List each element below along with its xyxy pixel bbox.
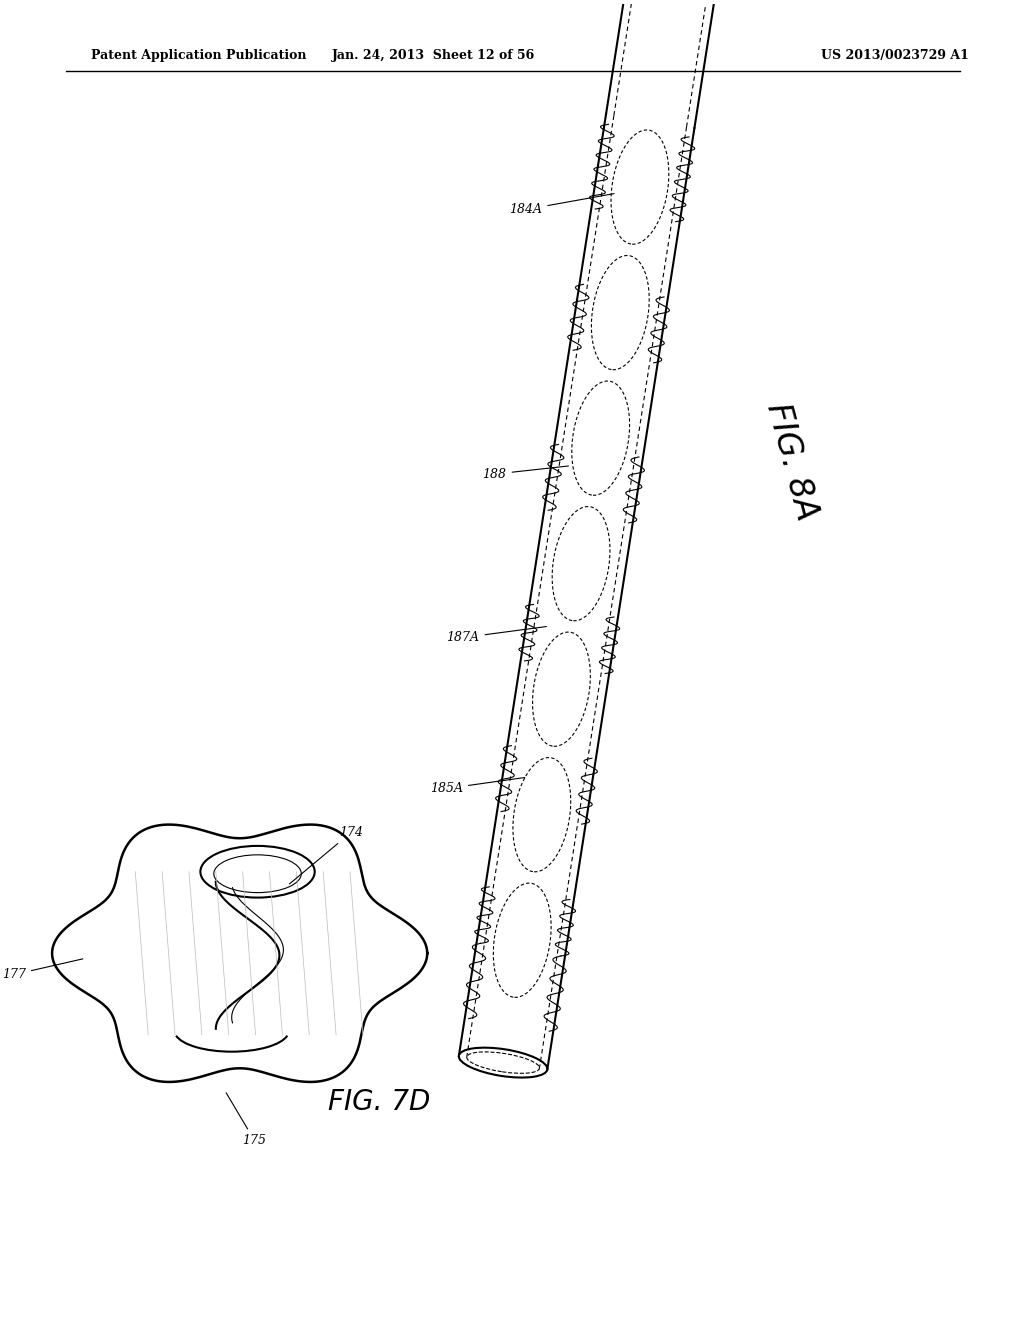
Text: FIG. 7D: FIG. 7D — [328, 1089, 430, 1117]
Text: 185A: 185A — [430, 777, 525, 795]
Text: 175: 175 — [226, 1093, 266, 1147]
Text: 187A: 187A — [446, 627, 547, 644]
Text: US 2013/0023729 A1: US 2013/0023729 A1 — [821, 49, 969, 62]
Text: 174: 174 — [290, 826, 364, 884]
Text: Jan. 24, 2013  Sheet 12 of 56: Jan. 24, 2013 Sheet 12 of 56 — [332, 49, 536, 62]
Text: 177: 177 — [2, 958, 83, 981]
Text: FIG. 8A: FIG. 8A — [760, 399, 823, 524]
Text: Patent Application Publication: Patent Application Publication — [90, 49, 306, 62]
Text: 184A: 184A — [509, 194, 614, 216]
Text: 188: 188 — [482, 466, 568, 480]
